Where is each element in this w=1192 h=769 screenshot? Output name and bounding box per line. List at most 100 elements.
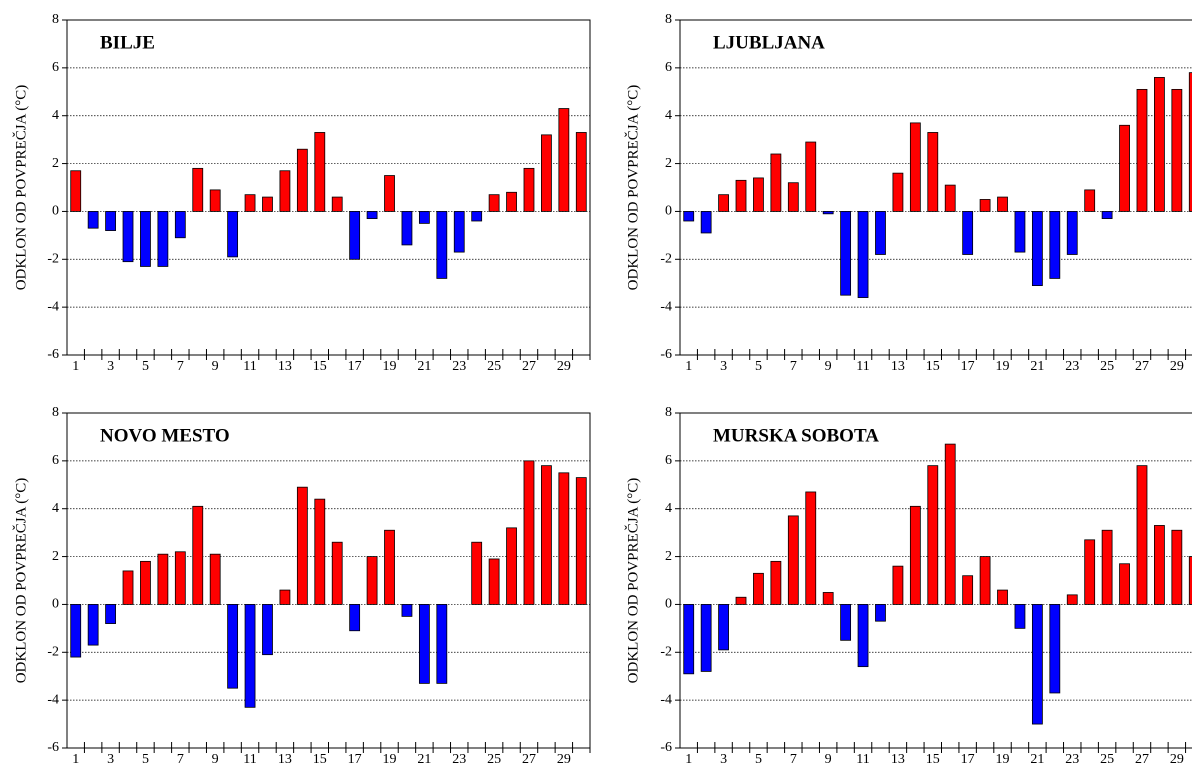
plot-frame [66,19,591,356]
y-tick-label: -6 [660,740,672,755]
y-tick-label: 2 [665,549,672,564]
y-tick-label: 8 [52,405,59,420]
bar [453,211,465,253]
x-tick-label: 13 [891,359,905,374]
bar [401,211,413,246]
y-tick-label: 6 [52,453,59,468]
x-tick-label: 25 [1100,359,1114,374]
bar [892,565,904,605]
bar [718,604,729,651]
x-tick-label: 27 [522,752,536,767]
bar [700,211,712,234]
bar [892,172,904,212]
bar [209,189,221,212]
x-tick-label: 29 [557,359,571,374]
bar [979,199,991,212]
x-tick-label: 3 [720,752,727,767]
bar [1084,189,1096,212]
x-tick-label: 9 [212,359,219,374]
x-tick-label: 29 [1170,359,1184,374]
bar [575,477,587,605]
bar [787,515,799,605]
y-tick-label: 8 [52,12,59,27]
bar [770,153,782,212]
bar [1119,563,1130,605]
x-tick-label: 9 [825,752,832,767]
bar [436,211,448,279]
bar [1066,211,1078,255]
x-tick-label: 17 [961,359,975,374]
bar [471,211,483,222]
bar [314,132,326,212]
y-tick-label: 6 [665,60,672,75]
y-tick-label: 6 [52,60,59,75]
bar [1171,88,1183,212]
bar [506,191,517,212]
x-tick-label: 19 [383,359,397,374]
bar [1171,529,1183,605]
x-tick-label: 5 [142,359,149,374]
bar [174,211,186,239]
x-tick-label: 29 [557,752,571,767]
y-tick-label: 8 [665,405,672,420]
bar [262,196,273,212]
bar [209,553,221,605]
bar [384,175,395,212]
x-tick-label: 17 [348,752,362,767]
x-tick-label: 15 [926,359,940,374]
x-tick-label: 5 [755,359,762,374]
bar [683,604,695,675]
x-tick-label: 21 [1030,359,1044,374]
bar [770,560,782,605]
x-tick-label: 21 [417,752,431,767]
bar [857,604,869,668]
bar [909,505,921,605]
bar [753,572,764,605]
bar [1188,556,1192,605]
bar [840,211,852,296]
bar [331,196,343,212]
x-tick-label: 27 [1135,359,1149,374]
bar [558,472,570,605]
bar [279,170,291,212]
bar [1031,604,1043,725]
bar [331,541,343,605]
bar [1101,529,1113,605]
x-tick-label: 15 [313,752,327,767]
x-tick-label: 21 [417,359,431,374]
bar [1101,211,1113,220]
bar [436,604,448,684]
bar [157,211,169,267]
y-tick-label: -2 [47,252,59,267]
bar [523,460,535,605]
bar [541,465,552,605]
y-tick-label: 4 [52,108,59,123]
y-tick-label: 0 [52,204,59,219]
bar [506,527,517,605]
y-tick-label: -6 [47,347,59,362]
bar [122,211,134,263]
bar [822,211,834,215]
x-tick-label: 7 [177,359,184,374]
x-tick-label: 5 [142,752,149,767]
bar [1049,604,1061,694]
bar [875,211,886,255]
bar [700,604,712,672]
x-tick-label: 23 [1065,752,1079,767]
x-tick-label: 27 [522,359,536,374]
bar [541,134,552,212]
bar [279,589,291,605]
x-tick-label: 23 [1065,359,1079,374]
bar [262,604,273,656]
bar [523,167,535,212]
x-tick-label: 17 [348,359,362,374]
bar [927,132,939,212]
x-tick-label: 21 [1030,752,1044,767]
x-tick-label: 19 [996,359,1010,374]
bar [314,498,326,605]
x-tick-label: 29 [1170,752,1184,767]
bar [840,604,852,641]
y-tick-label: 0 [665,597,672,612]
bar [157,553,169,605]
